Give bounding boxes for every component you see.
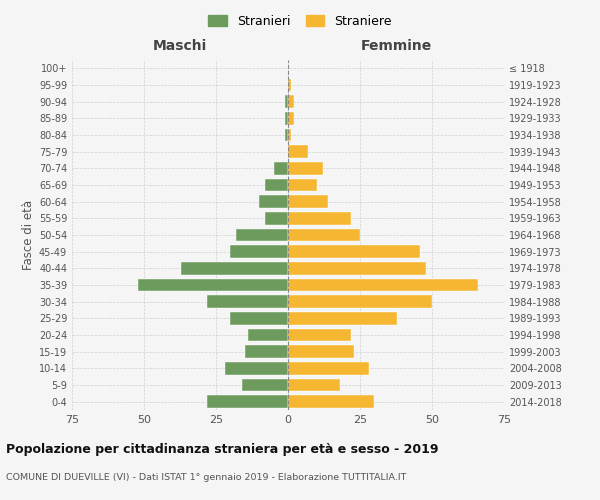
Bar [288, 246, 421, 258]
Bar [248, 329, 288, 341]
Bar [285, 129, 288, 141]
Bar [181, 262, 288, 274]
Bar [259, 196, 288, 208]
Bar [245, 346, 288, 358]
Bar [224, 362, 288, 374]
Text: Femmine: Femmine [361, 40, 431, 54]
Bar [288, 146, 308, 158]
Bar [138, 279, 288, 291]
Bar [265, 212, 288, 224]
Bar [288, 396, 374, 408]
Bar [288, 229, 360, 241]
Legend: Stranieri, Straniere: Stranieri, Straniere [205, 11, 395, 32]
Bar [274, 162, 288, 174]
Bar [288, 362, 368, 374]
Bar [285, 96, 288, 108]
Y-axis label: Fasce di età: Fasce di età [22, 200, 35, 270]
Bar [208, 396, 288, 408]
Text: Popolazione per cittadinanza straniera per età e sesso - 2019: Popolazione per cittadinanza straniera p… [6, 442, 439, 456]
Bar [288, 329, 352, 341]
Bar [288, 112, 294, 124]
Bar [288, 296, 432, 308]
Bar [208, 296, 288, 308]
Bar [242, 379, 288, 391]
Bar [288, 312, 397, 324]
Bar [236, 229, 288, 241]
Bar [288, 196, 328, 208]
Bar [288, 162, 323, 174]
Bar [288, 346, 354, 358]
Bar [288, 262, 426, 274]
Bar [230, 246, 288, 258]
Bar [230, 312, 288, 324]
Bar [288, 212, 352, 224]
Bar [288, 179, 317, 192]
Bar [288, 279, 478, 291]
Bar [265, 179, 288, 192]
Bar [288, 379, 340, 391]
Bar [288, 96, 294, 108]
Bar [288, 129, 291, 141]
Bar [288, 79, 291, 92]
Text: COMUNE DI DUEVILLE (VI) - Dati ISTAT 1° gennaio 2019 - Elaborazione TUTTITALIA.I: COMUNE DI DUEVILLE (VI) - Dati ISTAT 1° … [6, 472, 406, 482]
Bar [285, 112, 288, 124]
Text: Maschi: Maschi [153, 40, 207, 54]
